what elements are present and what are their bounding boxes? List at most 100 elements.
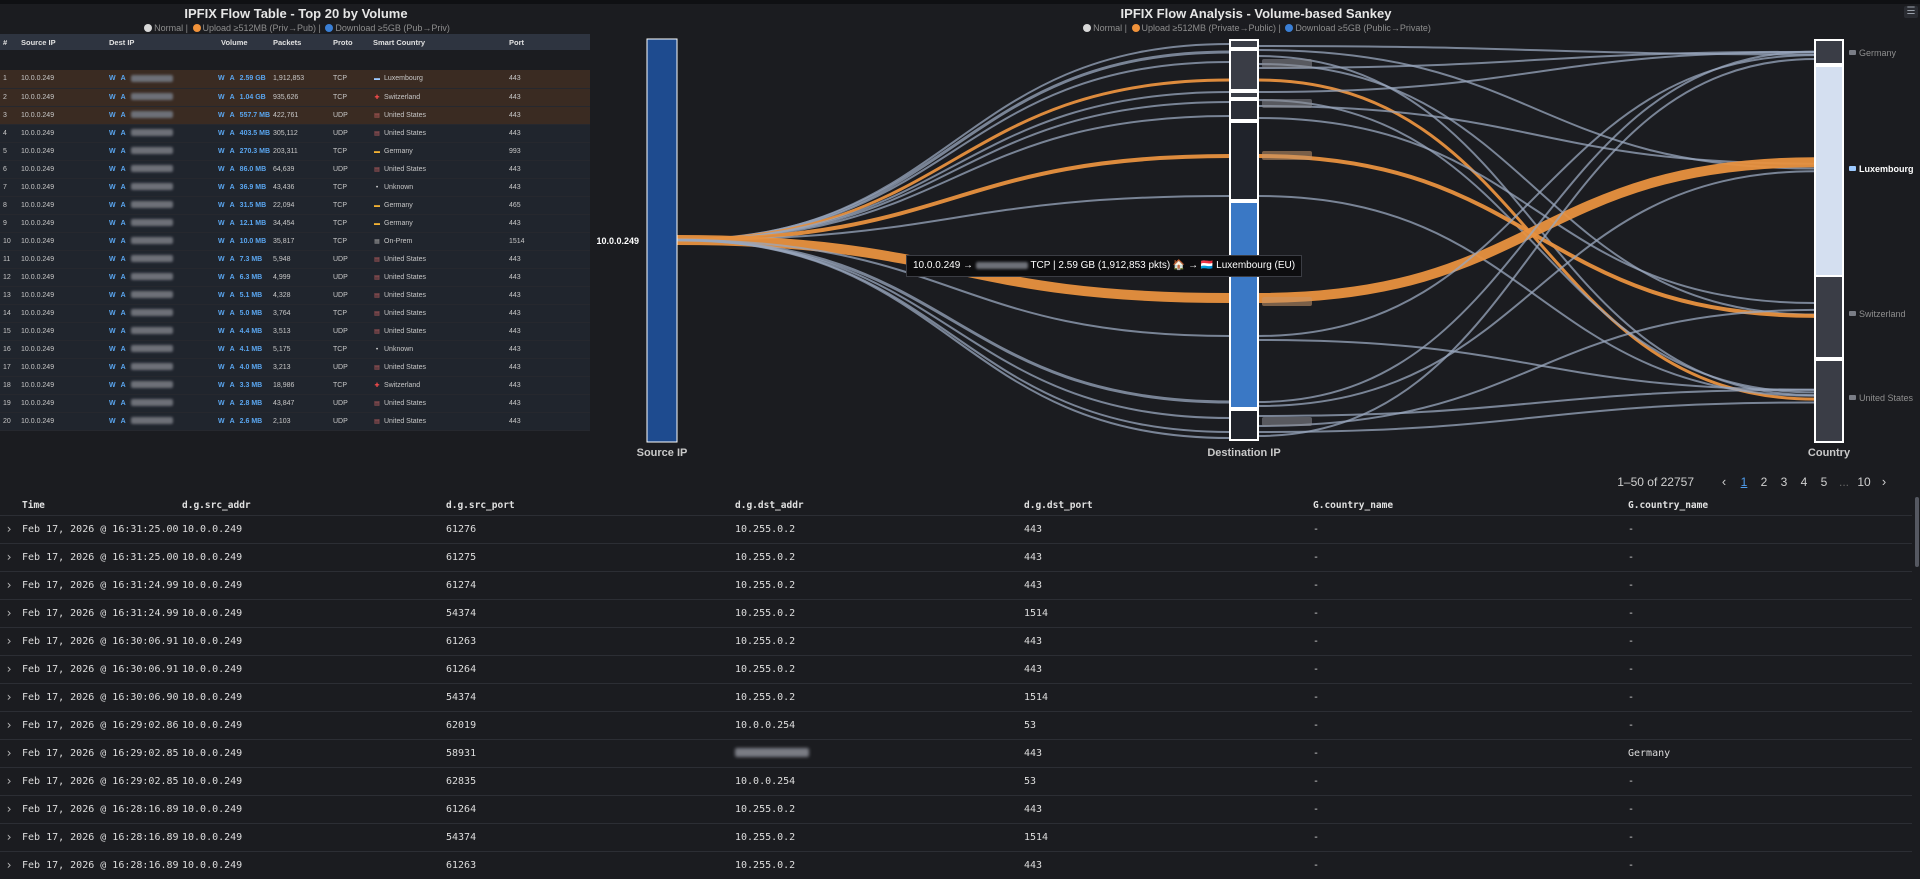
whois-link[interactable]: W	[218, 75, 225, 82]
table-row[interactable]: 12 10.0.0.249 W A W A 6.3 MB 4,999 UDP ▤ United St…	[0, 268, 590, 286]
abuse-link[interactable]: A	[121, 202, 126, 209]
expand-row-icon[interactable]: ›	[0, 655, 18, 683]
table-row[interactable]: 17 10.0.0.249 W A W A 4.0 MB 3,213 UDP ▤ United St…	[0, 358, 590, 376]
whois-link[interactable]: W	[218, 220, 225, 227]
page-link-5[interactable]: 5	[1814, 475, 1834, 489]
column-header[interactable]: Volume	[218, 34, 270, 50]
abuse-link[interactable]: A	[121, 274, 126, 281]
column-header[interactable]: d.g.src_port	[442, 497, 731, 515]
vertical-scrollbar[interactable]	[1915, 497, 1919, 567]
column-header[interactable]: G.country_name	[1309, 497, 1624, 515]
whois-link[interactable]: W	[109, 274, 116, 281]
table-row[interactable]: 11 10.0.0.249 W A W A 7.3 MB 5,948 UDP ▤ United St…	[0, 250, 590, 268]
table-row[interactable]: › Feb 17, 2026 @ 16:31:24.991 10.0.0.249 54…	[0, 599, 1912, 627]
abuse-link[interactable]: A	[121, 418, 126, 425]
page-link-1[interactable]: 1	[1734, 475, 1754, 489]
whois-link[interactable]: W	[218, 274, 225, 281]
whois-link[interactable]: W	[109, 238, 116, 245]
whois-link[interactable]: W	[109, 112, 116, 119]
whois-link[interactable]: W	[218, 382, 225, 389]
abuse-link[interactable]: A	[230, 382, 235, 389]
expand-row-icon[interactable]: ›	[0, 795, 18, 823]
whois-link[interactable]: W	[109, 364, 116, 371]
abuse-link[interactable]: A	[121, 238, 126, 245]
column-header[interactable]: Packets	[270, 34, 330, 50]
whois-link[interactable]: W	[109, 418, 116, 425]
expand-row-icon[interactable]: ›	[0, 711, 18, 739]
abuse-link[interactable]: A	[230, 75, 235, 82]
table-row[interactable]: › Feb 17, 2026 @ 16:30:06.918 10.0.0.249 61…	[0, 627, 1912, 655]
abuse-link[interactable]: A	[121, 346, 126, 353]
column-header[interactable]: Dest IP	[106, 34, 218, 50]
abuse-link[interactable]: A	[230, 184, 235, 191]
whois-link[interactable]: W	[218, 130, 225, 137]
page-link-4[interactable]: 4	[1794, 475, 1814, 489]
table-row[interactable]: 20 10.0.0.249 W A W A 2.6 MB 2,103 UDP ▤ United St…	[0, 412, 590, 430]
table-row[interactable]: › Feb 17, 2026 @ 16:29:02.865 10.0.0.249 62…	[0, 711, 1912, 739]
table-row[interactable]: 7 10.0.0.249 W A W A 36.9 MB 43,436 TCP • Unknown 4…	[0, 178, 590, 196]
abuse-link[interactable]: A	[230, 130, 235, 137]
abuse-link[interactable]: A	[230, 220, 235, 227]
table-row[interactable]: › Feb 17, 2026 @ 16:31:25.006 10.0.0.249 61…	[0, 515, 1912, 543]
whois-link[interactable]: W	[218, 166, 225, 173]
abuse-link[interactable]: A	[230, 364, 235, 371]
page-link-3[interactable]: 3	[1774, 475, 1794, 489]
expand-row-icon[interactable]: ›	[0, 767, 18, 795]
abuse-link[interactable]: A	[230, 112, 235, 119]
abuse-link[interactable]: A	[121, 166, 126, 173]
abuse-link[interactable]: A	[230, 310, 235, 317]
abuse-link[interactable]: A	[121, 364, 126, 371]
next-page-icon[interactable]: ›	[1874, 474, 1894, 489]
table-row[interactable]: › Feb 17, 2026 @ 16:29:02.855 10.0.0.249 62…	[0, 767, 1912, 795]
whois-link[interactable]: W	[218, 202, 225, 209]
whois-link[interactable]: W	[109, 130, 116, 137]
whois-link[interactable]: W	[109, 400, 116, 407]
table-row[interactable]: 10 10.0.0.249 W A W A 10.0 MB 35,817 TCP ▦ On-Prem…	[0, 232, 590, 250]
expand-row-icon[interactable]: ›	[0, 571, 18, 599]
table-row[interactable]: 15 10.0.0.249 W A W A 4.4 MB 3,513 UDP ▤ United St…	[0, 322, 590, 340]
page-link-10[interactable]: 10	[1854, 475, 1874, 489]
column-header[interactable]: d.g.src_addr	[178, 497, 442, 515]
abuse-link[interactable]: A	[230, 292, 235, 299]
abuse-link[interactable]: A	[121, 112, 126, 119]
whois-link[interactable]: W	[109, 220, 116, 227]
table-row[interactable]: › Feb 17, 2026 @ 16:31:24.991 10.0.0.249 61…	[0, 571, 1912, 599]
whois-link[interactable]: W	[218, 310, 225, 317]
table-row[interactable]: › Feb 17, 2026 @ 16:30:06.904 10.0.0.249 54…	[0, 683, 1912, 711]
table-row[interactable]: 2 10.0.0.249 W A W A 1.04 GB 935,626 TCP ✚ Switzer…	[0, 88, 590, 106]
column-header[interactable]: Proto	[330, 34, 370, 50]
whois-link[interactable]: W	[109, 75, 116, 82]
expand-row-icon[interactable]: ›	[0, 515, 18, 543]
whois-link[interactable]: W	[109, 328, 116, 335]
whois-link[interactable]: W	[218, 184, 225, 191]
whois-link[interactable]: W	[218, 346, 225, 353]
prev-page-icon[interactable]: ‹	[1714, 474, 1734, 489]
whois-link[interactable]: W	[218, 148, 225, 155]
abuse-link[interactable]: A	[121, 220, 126, 227]
table-row[interactable]: 1 10.0.0.249 W A W A 2.59 GB 1,912,853 TCP ▬ Luxem…	[0, 70, 590, 88]
whois-link[interactable]: W	[218, 238, 225, 245]
column-header[interactable]: Smart Country	[370, 34, 506, 50]
whois-link[interactable]: W	[218, 400, 225, 407]
whois-link[interactable]: W	[109, 346, 116, 353]
abuse-link[interactable]: A	[121, 382, 126, 389]
expand-row-icon[interactable]: ›	[0, 851, 18, 879]
whois-link[interactable]: W	[109, 202, 116, 209]
table-row[interactable]: › Feb 17, 2026 @ 16:28:16.892 10.0.0.249 54…	[0, 823, 1912, 851]
abuse-link[interactable]: A	[230, 274, 235, 281]
whois-link[interactable]: W	[218, 292, 225, 299]
abuse-link[interactable]: A	[121, 184, 126, 191]
whois-link[interactable]: W	[109, 184, 116, 191]
sankey-diagram[interactable]: 10.0.0.249 Germany Luxembourg Switzerland Un…	[592, 6, 1920, 466]
table-row[interactable]: 16 10.0.0.249 W A W A 4.1 MB 5,175 TCP • Unknown 44…	[0, 340, 590, 358]
whois-link[interactable]: W	[218, 112, 225, 119]
whois-link[interactable]: W	[109, 292, 116, 299]
whois-link[interactable]: W	[109, 310, 116, 317]
whois-link[interactable]: W	[109, 256, 116, 263]
abuse-link[interactable]: A	[121, 130, 126, 137]
expand-row-icon[interactable]: ›	[0, 543, 18, 571]
column-header[interactable]: #	[0, 34, 18, 50]
table-row[interactable]: 18 10.0.0.249 W A W A 3.3 MB 18,986 TCP ✚ Switzerl…	[0, 376, 590, 394]
table-row[interactable]: 14 10.0.0.249 W A W A 5.0 MB 3,764 TCP ▤ United St…	[0, 304, 590, 322]
abuse-link[interactable]: A	[121, 148, 126, 155]
